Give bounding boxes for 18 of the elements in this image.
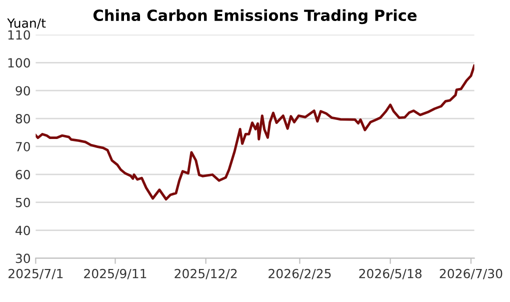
y-tick-label: 90 bbox=[16, 86, 30, 96]
y-tick-label: 40 bbox=[16, 226, 30, 236]
y-axis-title: Yuan/t bbox=[7, 18, 46, 29]
x-tick-label: 2025/9/11 bbox=[84, 268, 146, 280]
y-tick-label: 30 bbox=[16, 254, 30, 264]
y-tick-label: 110 bbox=[8, 30, 30, 40]
x-tick-label: 2026/2/25 bbox=[268, 268, 331, 280]
x-tick-label: 2026/5/18 bbox=[359, 268, 422, 280]
y-tick-label: 80 bbox=[16, 114, 30, 124]
y-tick-label: 70 bbox=[16, 142, 30, 152]
y-tick-label: 100 bbox=[8, 58, 30, 68]
line-series bbox=[36, 64, 474, 201]
y-tick-label: 60 bbox=[16, 170, 30, 180]
x-tick-label: 2025/7/1 bbox=[8, 268, 63, 280]
x-tick-label: 2026/7/30 bbox=[440, 268, 502, 280]
x-tick-label: 2025/12/2 bbox=[174, 268, 237, 280]
chart-title: China Carbon Emissions Trading Price bbox=[93, 9, 417, 24]
y-tick-label: 50 bbox=[16, 198, 30, 208]
